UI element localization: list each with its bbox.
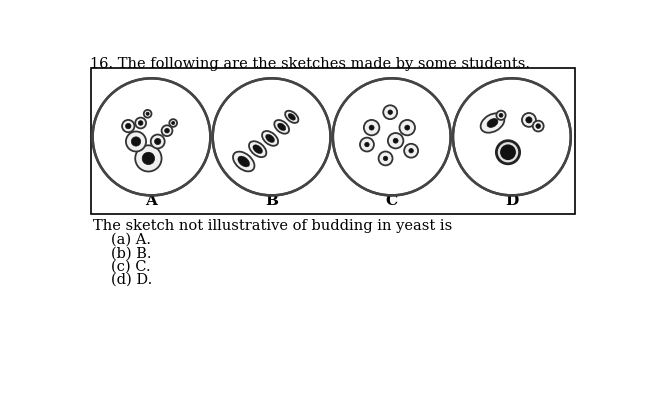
Ellipse shape	[404, 144, 418, 157]
Ellipse shape	[253, 145, 262, 153]
Ellipse shape	[154, 138, 161, 144]
Ellipse shape	[526, 117, 532, 123]
Text: C: C	[386, 194, 398, 208]
Ellipse shape	[126, 124, 131, 129]
Ellipse shape	[171, 121, 175, 124]
Ellipse shape	[388, 133, 404, 148]
Bar	[91, 67, 576, 214]
Text: D: D	[506, 194, 519, 208]
Ellipse shape	[144, 110, 152, 118]
Ellipse shape	[487, 119, 498, 128]
Ellipse shape	[536, 124, 541, 128]
Ellipse shape	[169, 119, 177, 127]
Text: (c) C.: (c) C.	[111, 259, 151, 273]
Ellipse shape	[383, 156, 388, 161]
Ellipse shape	[496, 111, 506, 120]
Ellipse shape	[522, 113, 536, 127]
Ellipse shape	[233, 152, 254, 171]
Ellipse shape	[405, 125, 409, 130]
Ellipse shape	[360, 138, 374, 151]
Ellipse shape	[379, 151, 392, 165]
Ellipse shape	[278, 123, 286, 130]
Text: B: B	[265, 194, 278, 208]
Ellipse shape	[393, 138, 398, 143]
Ellipse shape	[238, 156, 250, 167]
Circle shape	[496, 141, 520, 164]
Ellipse shape	[162, 125, 173, 136]
Ellipse shape	[481, 113, 504, 133]
Text: A: A	[146, 194, 158, 208]
Ellipse shape	[139, 121, 143, 125]
Ellipse shape	[388, 110, 392, 115]
Circle shape	[453, 79, 571, 196]
Ellipse shape	[262, 131, 278, 146]
Ellipse shape	[383, 105, 397, 119]
Ellipse shape	[150, 135, 165, 148]
Text: The sketch not illustrative of budding in yeast is: The sketch not illustrative of budding i…	[93, 219, 452, 233]
Ellipse shape	[122, 120, 135, 132]
Ellipse shape	[288, 113, 296, 120]
Ellipse shape	[135, 145, 162, 171]
Ellipse shape	[266, 134, 275, 142]
Ellipse shape	[131, 137, 141, 146]
Circle shape	[333, 79, 451, 196]
Ellipse shape	[274, 120, 289, 134]
Ellipse shape	[369, 125, 374, 130]
Ellipse shape	[409, 148, 413, 153]
Ellipse shape	[249, 141, 266, 157]
Text: (d) D.: (d) D.	[111, 272, 152, 286]
Text: (b) B.: (b) B.	[111, 246, 152, 260]
Circle shape	[93, 79, 211, 196]
Ellipse shape	[135, 118, 146, 128]
Text: 16. The following are the sketches made by some students.: 16. The following are the sketches made …	[90, 57, 530, 71]
Ellipse shape	[165, 128, 169, 133]
Ellipse shape	[533, 121, 543, 131]
Ellipse shape	[126, 131, 146, 151]
Ellipse shape	[499, 113, 503, 117]
Ellipse shape	[365, 142, 369, 147]
Ellipse shape	[142, 152, 154, 164]
Circle shape	[213, 79, 330, 196]
Ellipse shape	[364, 120, 379, 135]
Ellipse shape	[146, 112, 149, 115]
Text: (a) A.: (a) A.	[111, 233, 151, 247]
Ellipse shape	[400, 120, 415, 135]
Ellipse shape	[285, 111, 298, 123]
Circle shape	[501, 145, 515, 160]
